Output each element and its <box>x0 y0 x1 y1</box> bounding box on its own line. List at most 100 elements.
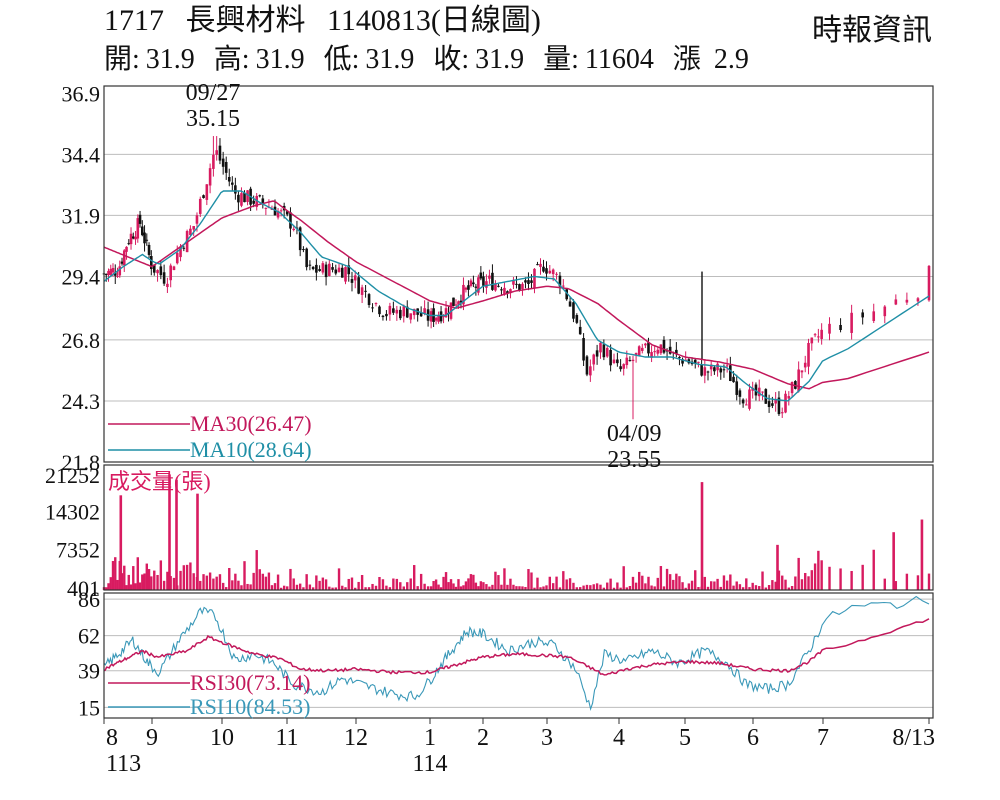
candle-body <box>107 270 110 276</box>
candle-body <box>298 227 302 251</box>
month-label: 9 <box>146 725 158 751</box>
candle-body <box>227 176 231 182</box>
candle-body <box>169 265 172 281</box>
volume-bar <box>700 482 704 590</box>
volume-bar <box>722 575 726 590</box>
candle-body <box>452 297 455 306</box>
volume-bar <box>488 586 491 590</box>
candle-body <box>628 360 632 362</box>
candle-body <box>459 300 463 303</box>
low-date-label: 04/09 <box>607 421 662 447</box>
volume-bar <box>374 585 378 590</box>
candle-body <box>578 326 582 335</box>
candle-body <box>405 306 409 318</box>
volume-bar <box>764 587 768 590</box>
volume-bar <box>592 584 595 590</box>
volume-bar <box>735 581 738 590</box>
volume-bar <box>741 587 745 590</box>
volume-bar <box>482 582 485 590</box>
month-label: 11 <box>275 725 298 751</box>
candle-body <box>485 281 488 288</box>
candle-body <box>693 359 697 364</box>
volume-bar <box>758 586 761 590</box>
candle-body <box>647 342 650 354</box>
candle-body <box>497 285 500 287</box>
candle-body <box>735 381 739 395</box>
volume-bar <box>678 576 681 590</box>
rsi10-line <box>103 595 930 712</box>
volume-bar <box>572 582 575 590</box>
volume-bar <box>641 575 644 590</box>
candle-body <box>111 268 115 273</box>
candle-body <box>442 316 445 318</box>
candle-body <box>644 343 647 346</box>
candle-body <box>237 194 240 203</box>
candle-body <box>113 272 117 276</box>
volume-bar <box>134 583 137 590</box>
candle-body <box>575 315 579 323</box>
candle-body <box>350 279 354 283</box>
volume-bar <box>258 569 261 590</box>
high-label: 高: <box>213 44 250 75</box>
volume-bar <box>237 580 240 590</box>
candle-body <box>412 308 416 316</box>
volume-bar <box>367 587 371 590</box>
candle-body <box>565 289 568 300</box>
rsi-tick-label: 86 <box>78 587 100 612</box>
candle-body <box>337 267 341 272</box>
candle-body <box>744 404 748 406</box>
volume-bar <box>883 578 886 590</box>
volume-bar <box>872 549 875 590</box>
volume-bar <box>668 574 672 590</box>
price-grid <box>104 153 933 402</box>
candle-body <box>675 349 678 355</box>
volume-bar <box>609 578 612 590</box>
volume-bar <box>419 573 423 590</box>
candle-body <box>681 359 684 364</box>
volume-bar <box>500 584 503 590</box>
volume-bar <box>647 576 650 590</box>
candle-body <box>797 369 800 392</box>
stock-code: 1717 <box>104 4 164 37</box>
close-value: 31.9 <box>475 44 525 75</box>
month-label: 3 <box>541 725 553 751</box>
volume-bar <box>192 573 195 590</box>
candle-body <box>479 272 483 279</box>
volume-bar <box>429 586 433 590</box>
candle-body <box>381 315 385 318</box>
volume-bar <box>582 585 585 590</box>
candle-body <box>828 323 831 334</box>
volume-bar <box>116 579 119 590</box>
candle-body <box>143 232 146 244</box>
volume-bar <box>524 586 527 590</box>
volume-bar <box>225 587 228 590</box>
volume-bar <box>331 587 334 590</box>
volume-bar <box>494 571 497 590</box>
panel-frames <box>103 85 934 724</box>
candle-body <box>605 347 609 357</box>
candle-body <box>402 306 406 317</box>
ohlc-summary: 開: 31.9 高: 31.9 低: 31.9 收: 31.9 量: 11604 漲 2.… <box>104 44 761 76</box>
volume-bar <box>905 573 909 590</box>
volume-bar <box>199 580 202 590</box>
candle-body <box>255 195 259 207</box>
candle-body <box>741 399 745 404</box>
volume-bar <box>551 583 555 590</box>
volume-bar <box>208 572 212 590</box>
volume-bar <box>732 585 735 590</box>
volume-item: 量: 11604 <box>543 44 660 75</box>
low-value-label: 23.55 <box>607 447 661 473</box>
candle-body <box>315 264 318 273</box>
candle-body <box>195 215 199 224</box>
volume-bar <box>302 587 305 590</box>
volume-bar <box>231 580 234 590</box>
volume-bar <box>354 587 357 590</box>
legend-label: RSI10(84.53) <box>190 694 310 719</box>
candle-body <box>231 182 234 185</box>
volume-bar <box>318 580 321 590</box>
volume-bar <box>311 587 315 590</box>
volume-bar <box>143 573 146 590</box>
candle-body <box>334 269 338 274</box>
volume-bar <box>628 586 632 590</box>
